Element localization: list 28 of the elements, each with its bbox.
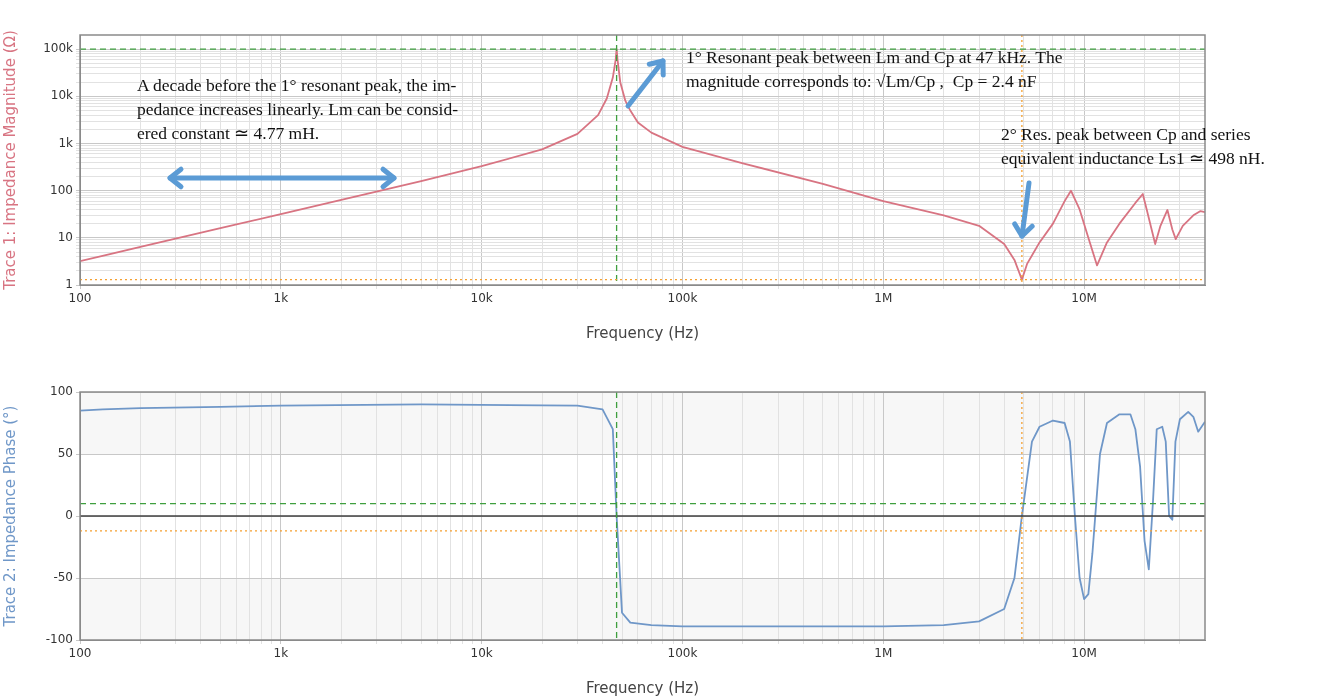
- x-tick-label: 10k: [470, 291, 493, 306]
- annotation: A decade before the 1° resonant peak, the im- pedance increases linearly. Lm can be consid- ered constant ≃ 4.77 mH.: [137, 74, 459, 145]
- y-axis-title: Trace 1: Impedance Magnitude (Ω): [0, 30, 19, 291]
- x-tick-label: 1k: [273, 646, 289, 661]
- x-tick-label: 10k: [470, 646, 493, 661]
- x-tick-label: 10M: [1071, 291, 1097, 306]
- y-tick-label: 1k: [58, 135, 74, 150]
- y-tick-label: 0: [65, 508, 73, 523]
- x-tick-label: 1k: [273, 291, 289, 306]
- y-tick-label: 100k: [43, 41, 74, 56]
- y-tick-label: 100: [50, 182, 73, 197]
- x-tick-label: 1M: [874, 291, 893, 306]
- x-tick-label: 1M: [874, 646, 893, 661]
- y-tick-label: -100: [45, 632, 73, 647]
- y-tick-label: 10k: [50, 88, 74, 103]
- x-axis-title: Frequency (Hz): [585, 678, 700, 697]
- x-tick-label: 100k: [667, 646, 698, 661]
- y-axis-title: Trace 2: Impedance Phase (°): [0, 405, 19, 628]
- y-tick-label: 100: [50, 384, 73, 399]
- y-tick-label: -50: [53, 570, 73, 585]
- x-axis-title: Frequency (Hz): [585, 323, 700, 342]
- y-tick-label: 10: [57, 229, 73, 244]
- x-tick-label: 100k: [667, 291, 698, 306]
- x-tick-label: 10M: [1071, 646, 1097, 661]
- y-tick-label: 50: [57, 446, 73, 461]
- annotation: 2° Res. peak between Cp and series equivalent inductance Ls1 ≃ 498 nH.: [1001, 123, 1265, 170]
- y-tick-label: 1: [65, 277, 73, 292]
- annotation: 1° Resonant peak between Lm and Cp at 47 kHz. The magnitude corresponds to: √Lm/Cp , Cp = 2.4 nF: [686, 46, 1063, 93]
